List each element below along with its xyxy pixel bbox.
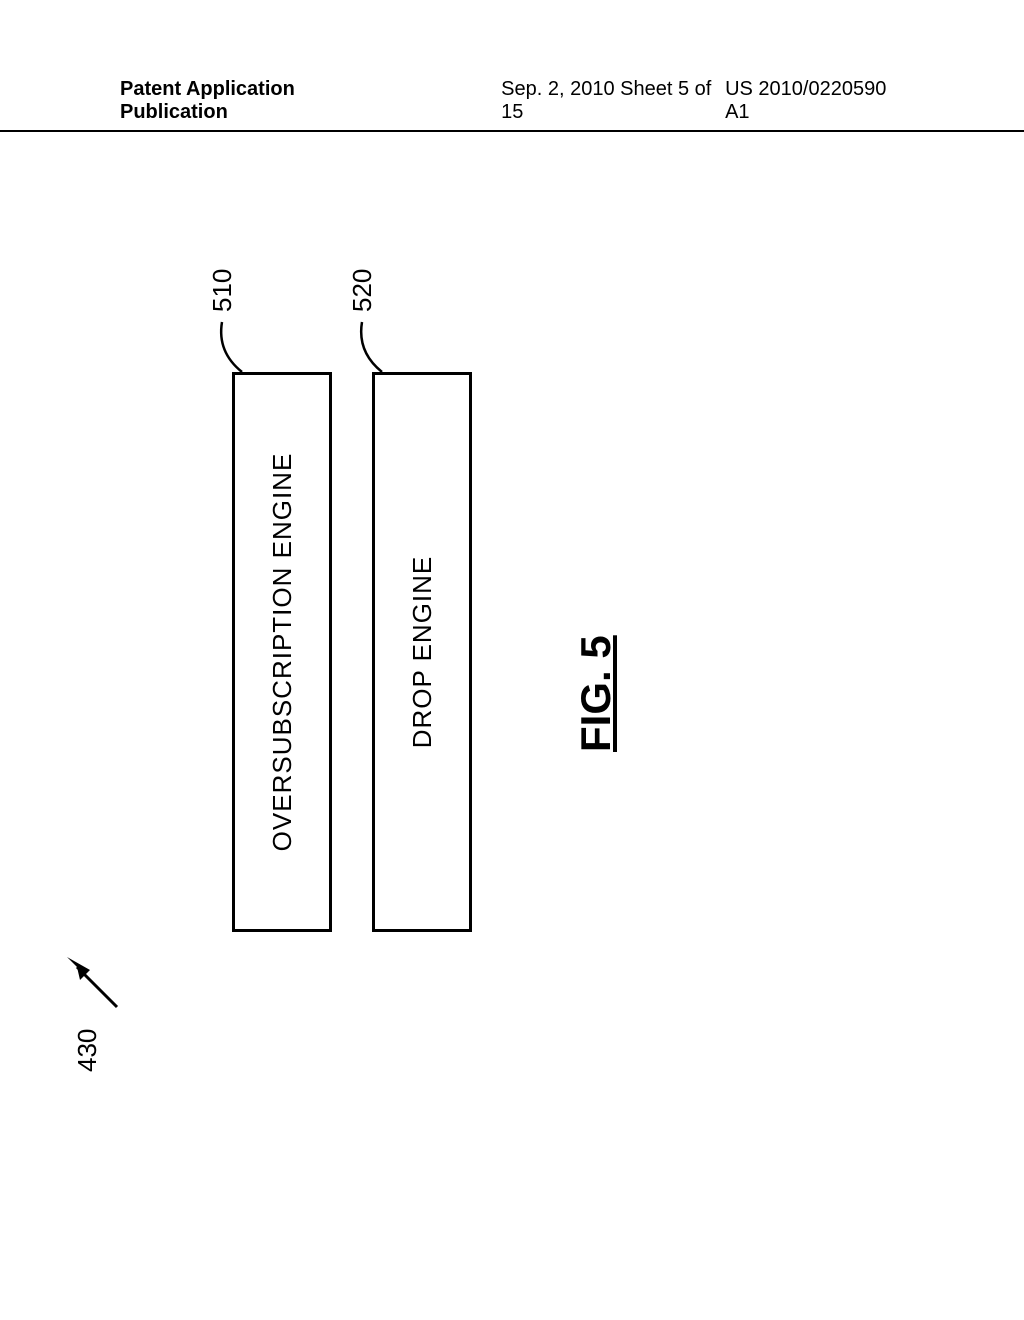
box1-label: OVERSUBSCRIPTION ENGINE (267, 453, 298, 852)
oversubscription-engine-box: OVERSUBSCRIPTION ENGINE (232, 372, 332, 932)
page-header: Patent Application Publication Sep. 2, 2… (0, 78, 1024, 132)
figure-label: FIG. 5 (572, 635, 620, 752)
drop-engine-box: DROP ENGINE (372, 372, 472, 932)
box2-label: DROP ENGINE (407, 556, 438, 749)
ref-520-label: 520 (347, 269, 378, 312)
diagram-rotated-container: 430 OVERSUBSCRIPTION ENGINE 510 DROP ENG… (12, 288, 1012, 1112)
header-right: US 2010/0220590 A1 (725, 78, 904, 124)
figure-label-text: FIG. 5 (572, 635, 619, 752)
leader-510 (212, 302, 252, 382)
header-left: Patent Application Publication (120, 78, 391, 124)
arrow-icon (62, 952, 122, 1012)
leader-520 (352, 302, 392, 382)
ref-430-label: 430 (72, 1029, 103, 1072)
header-center: Sep. 2, 2010 Sheet 5 of 15 (501, 78, 725, 124)
ref-510-label: 510 (207, 269, 238, 312)
